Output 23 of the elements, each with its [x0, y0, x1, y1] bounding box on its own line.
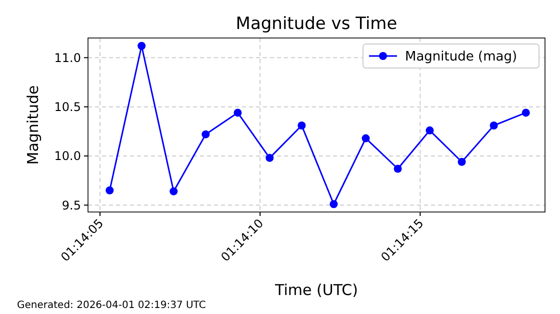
y-axis-title: Magnitude [24, 85, 42, 165]
point [138, 42, 146, 50]
point [522, 108, 530, 117]
point [490, 121, 498, 130]
legend-label: Magnitude (mag) [405, 50, 518, 65]
point [458, 158, 466, 166]
point [330, 200, 338, 208]
point [394, 164, 402, 173]
x-axis-title: Time (UTC) [274, 281, 358, 299]
point [202, 130, 210, 138]
point [298, 121, 306, 130]
y-tick-label: 10.5 [54, 100, 81, 114]
point [234, 108, 242, 117]
point [266, 154, 274, 162]
text: Generated: 2026-04-01 02:19:37 UTC [17, 300, 206, 311]
y-tick-label: 10.0 [54, 149, 81, 164]
point [426, 126, 434, 134]
y-tick-label: 9.5 [62, 198, 81, 212]
point [170, 187, 178, 196]
point [362, 134, 370, 142]
y-tick-label: 11.0 [54, 50, 81, 65]
point [106, 186, 114, 194]
chart-title: Magnitude vs Time [236, 14, 398, 34]
